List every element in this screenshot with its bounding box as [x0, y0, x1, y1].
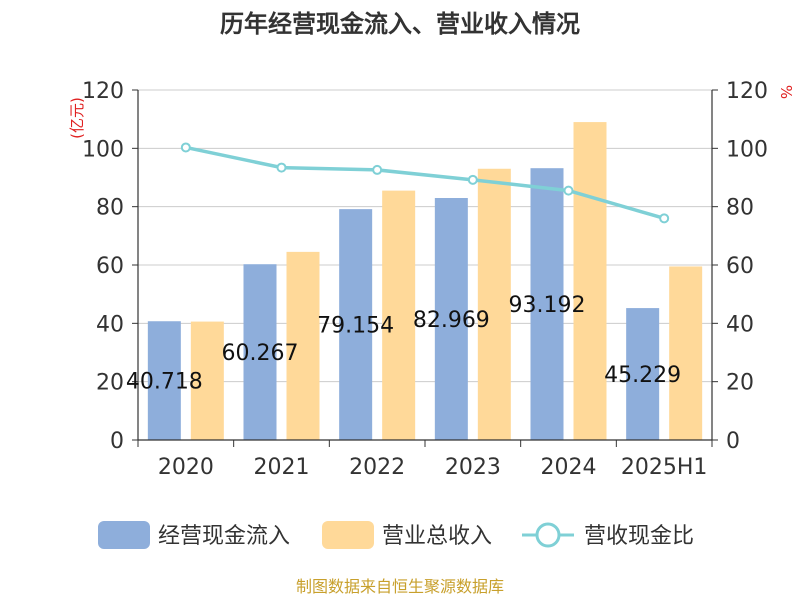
legend-label-2: 营业总收入 — [382, 524, 492, 549]
cash-revenue-ratio-point — [659, 213, 670, 224]
bars-group — [147, 122, 703, 440]
cash-inflow-bar — [434, 198, 468, 440]
right-axis-tick-label: 100 — [726, 137, 768, 162]
cash-revenue-ratio-point — [276, 162, 287, 173]
cash-inflow-data-label: 45.229 — [604, 363, 681, 388]
cash-revenue-ratio-point — [467, 174, 478, 185]
legend-label-3: 营收现金比 — [584, 524, 694, 549]
right-axis-tick-label: 40 — [726, 312, 754, 337]
chart-title: 历年经营现金流入、营业收入情况 — [220, 10, 580, 38]
right-axis-unit-label: % — [777, 85, 795, 99]
x-axis-tick-label: 2025H1 — [621, 455, 708, 480]
axes-group: 0 20 40 60 80 100 120 0 20 40 60 80 100 120 2020 2021 20… — [82, 79, 768, 480]
legend-label-1: 经营现金流入 — [158, 524, 290, 549]
x-axis-tick-label: 2020 — [158, 455, 214, 480]
cash-inflow-bar — [147, 321, 181, 440]
revenue-bar — [382, 190, 416, 440]
cash-inflow-data-label: 40.718 — [126, 370, 203, 395]
cash-inflow-bar — [243, 264, 277, 440]
cash-inflow-data-label: 82.969 — [413, 308, 490, 333]
revenue-bar — [573, 122, 607, 440]
left-axis-tick-label: 80 — [96, 196, 124, 221]
revenue-bar — [477, 168, 511, 440]
left-axis-tick-label: 20 — [96, 371, 124, 396]
cash-inflow-data-label: 60.267 — [222, 341, 299, 366]
cash-revenue-ratio-point — [563, 185, 574, 196]
right-axis-tick-label: 60 — [726, 254, 754, 279]
legend-swatch-2 — [322, 521, 374, 549]
x-axis-tick-label: 2021 — [254, 455, 310, 480]
left-axis-unit-label: (亿元) — [68, 97, 86, 139]
cash-inflow-bar — [339, 209, 373, 440]
left-axis-tick-label: 0 — [110, 429, 124, 454]
left-axis-tick-label: 60 — [96, 254, 124, 279]
left-axis-tick-label: 40 — [96, 312, 124, 337]
cash-inflow-data-label: 93.192 — [509, 293, 586, 318]
right-axis-tick-label: 120 — [726, 79, 768, 104]
gridlines — [138, 89, 712, 383]
data-source-note: 制图数据来自恒生聚源数据库 — [296, 577, 504, 596]
line-series-group — [180, 142, 670, 224]
cash-revenue-ratio-point — [180, 142, 191, 153]
data-labels-group: 40.718 60.267 79.154 82.969 93.192 45.229 — [126, 293, 681, 395]
revenue-bar — [669, 266, 703, 440]
legend-marker — [535, 522, 561, 548]
revenue-bar — [286, 251, 320, 440]
cash-inflow-bar — [530, 168, 564, 440]
left-axis-tick-label: 120 — [82, 79, 124, 104]
right-axis-tick-label: 20 — [726, 371, 754, 396]
right-axis-tick-label: 0 — [726, 429, 740, 454]
left-axis-tick-label: 100 — [82, 137, 124, 162]
revenue-bar — [190, 321, 224, 440]
x-axis-tick-label: 2024 — [541, 455, 597, 480]
cash-revenue-ratio-point — [372, 164, 383, 175]
cash-inflow-data-label: 79.154 — [317, 314, 394, 339]
right-axis-tick-label: 80 — [726, 196, 754, 221]
x-axis-tick-label: 2023 — [445, 455, 501, 480]
x-axis-tick-label: 2022 — [349, 455, 405, 480]
cash-inflow-bar — [626, 308, 660, 440]
cash-revenue-ratio-line — [185, 145, 665, 221]
legend: 经营现金流入 营业总收入 营收现金比 — [98, 521, 694, 549]
legend-swatch-1 — [98, 521, 150, 549]
